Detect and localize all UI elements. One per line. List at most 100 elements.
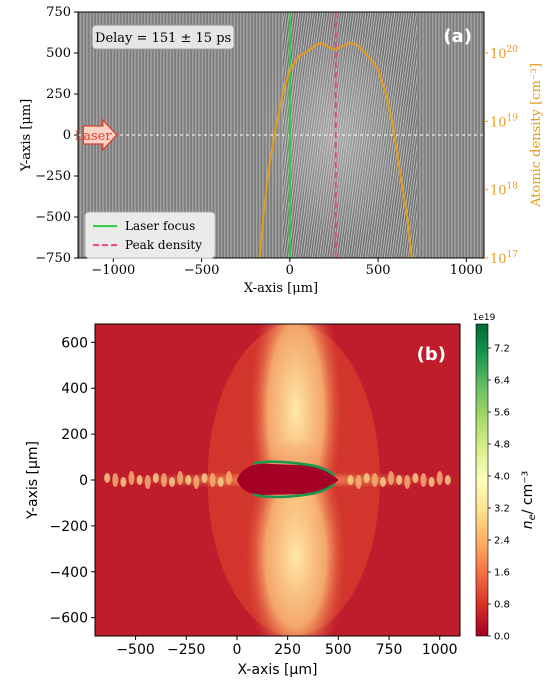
- speckle: [420, 473, 427, 487]
- y-tick-label: 0: [79, 473, 88, 489]
- speckle: [388, 471, 395, 485]
- y-tick-label: 0: [63, 128, 71, 143]
- y2-tick-label: 1019: [490, 113, 518, 130]
- panel-a-legend: Laser focus Peak density: [84, 211, 216, 259]
- colorbar-tick-label: 4.0: [494, 472, 510, 483]
- speckle: [104, 473, 111, 483]
- y-tick-label: −250: [35, 169, 71, 184]
- x-tick-label: −500: [184, 263, 220, 278]
- legend-label-laser-focus: Laser focus: [125, 219, 195, 233]
- panel-a-y-ticks: −750 −500 −250 0 250 500 750: [35, 5, 78, 266]
- colorbar-ticks: 0.0 0.8 1.6 2.4 3.2 4.0 4.8 5.6 6.4 7.2: [488, 344, 510, 643]
- x-tick-label: 750: [376, 642, 403, 658]
- x-tick-label: 0: [232, 642, 241, 658]
- colorbar-tick-label: 2.4: [494, 536, 510, 547]
- speckle: [120, 477, 127, 487]
- colorbar-tick-label: 0.0: [494, 632, 510, 643]
- speckle: [371, 473, 378, 487]
- colorbar: 0.0 0.8 1.6 2.4 3.2 4.0 4.8 5.6 6.4 7.2 1e19 ne/ …: [473, 313, 538, 643]
- speckle: [209, 473, 216, 487]
- y-tick-label: 250: [46, 87, 71, 102]
- y-tick-label: −400: [50, 565, 88, 581]
- delay-text: Delay = 151 ± 15 ps: [95, 31, 231, 46]
- speckle: [177, 471, 184, 485]
- panel-b-x-ticks: −500 −250 0 250 500 750 1000: [116, 636, 458, 658]
- y2-tick-label: 1017: [490, 250, 518, 267]
- colorbar-tick-label: 7.2: [494, 344, 510, 355]
- speckle: [404, 475, 411, 489]
- y-tick-label: −750: [35, 251, 71, 266]
- speckle: [412, 473, 419, 483]
- panel-a-y2-ticks: 1017 1018 1019 1020: [484, 45, 518, 267]
- y-tick-label: 200: [61, 427, 88, 443]
- speckle: [363, 473, 370, 483]
- colorbar-gradient: [475, 323, 489, 637]
- panel-b-y-ticks: −600 −400 −200 0 200 400 600: [50, 335, 95, 627]
- panel-b-y-axis-label: Y-axis [μm]: [25, 441, 41, 520]
- y2-tick-label: 1018: [490, 182, 518, 199]
- delay-annotation: Delay = 151 ± 15 ps: [91, 24, 235, 50]
- colorbar-tick-label: 5.6: [494, 408, 510, 419]
- legend-label-peak-density: Peak density: [125, 238, 202, 252]
- colorbar-label: ne/ cm⁻³: [520, 471, 538, 530]
- speckle: [128, 471, 135, 485]
- panel-a-interferogram: −1000 −500 0 500 1000 −750 −500 −250 0 250 500 750…: [19, 5, 544, 296]
- x-tick-label: 500: [366, 263, 391, 278]
- laser-arrow: Laser: [75, 118, 118, 152]
- y-tick-label: −600: [50, 611, 88, 627]
- laser-arrow-shape: [82, 118, 118, 152]
- y-tick-label: −200: [50, 519, 88, 535]
- panel-b-x-axis-label: X-axis [μm]: [238, 662, 318, 678]
- x-tick-label: −1000: [91, 263, 135, 278]
- speckle: [144, 475, 151, 489]
- y-tick-label: 400: [61, 381, 88, 397]
- panel-a-y2-axis-label: Atomic density [cm⁻³]: [529, 63, 544, 208]
- y2-tick-label: 1020: [490, 45, 518, 62]
- panel-a-x-ticks: −1000 −500 0 500 1000: [91, 258, 483, 278]
- speckle: [347, 475, 354, 485]
- panel-a-label: (a): [443, 26, 472, 47]
- panel-b-density-map: −500 −250 0 250 500 750 1000 −600 −400 −200 0 200 4…: [25, 313, 538, 678]
- x-tick-label: −250: [167, 642, 205, 658]
- legend-box: [84, 211, 216, 259]
- speckle: [112, 473, 119, 487]
- panel-a-x-axis-label: X-axis [μm]: [244, 281, 318, 296]
- speckle: [444, 475, 451, 485]
- colorbar-tick-label: 6.4: [494, 376, 510, 387]
- plasma-channel-core: [236, 463, 339, 496]
- y-tick-label: 600: [61, 335, 88, 351]
- panel-a-y-axis-label: Y-axis [μm]: [19, 99, 34, 173]
- colorbar-tick-label: 0.8: [494, 600, 510, 611]
- speckle: [136, 475, 143, 485]
- x-tick-label: 500: [325, 642, 352, 658]
- speckle: [169, 477, 176, 487]
- speckle: [185, 475, 192, 485]
- speckle: [396, 475, 403, 485]
- plasma-channel-edge-upper: [252, 460, 336, 477]
- speckle: [201, 473, 208, 483]
- colorbar-tick-label: 4.8: [494, 440, 510, 451]
- panel-b-label: (b): [417, 344, 446, 365]
- atomic-density-curve: [258, 41, 413, 258]
- colorbar-tick-label: 1.6: [494, 568, 510, 579]
- speckle: [217, 477, 224, 487]
- speckle: [428, 477, 435, 487]
- speckle: [355, 475, 362, 489]
- speckle: [436, 471, 443, 485]
- plasma-channel-edge-lower: [252, 483, 336, 499]
- colorbar-scale-note: 1e19: [473, 313, 496, 323]
- colorbar-tick-label: 3.2: [494, 504, 510, 515]
- x-tick-label: 1000: [422, 642, 458, 658]
- x-tick-label: 1000: [450, 263, 483, 278]
- speckle: [225, 471, 232, 485]
- y-tick-label: 500: [46, 46, 71, 61]
- y-tick-label: −500: [35, 210, 71, 225]
- density-axis-speckles: [104, 471, 451, 489]
- speckle: [193, 475, 200, 489]
- laser-arrow-label: Laser: [75, 129, 113, 144]
- y-tick-label: 750: [46, 5, 71, 20]
- x-tick-label: 0: [286, 263, 294, 278]
- x-tick-label: −500: [116, 642, 154, 658]
- speckle: [160, 473, 167, 487]
